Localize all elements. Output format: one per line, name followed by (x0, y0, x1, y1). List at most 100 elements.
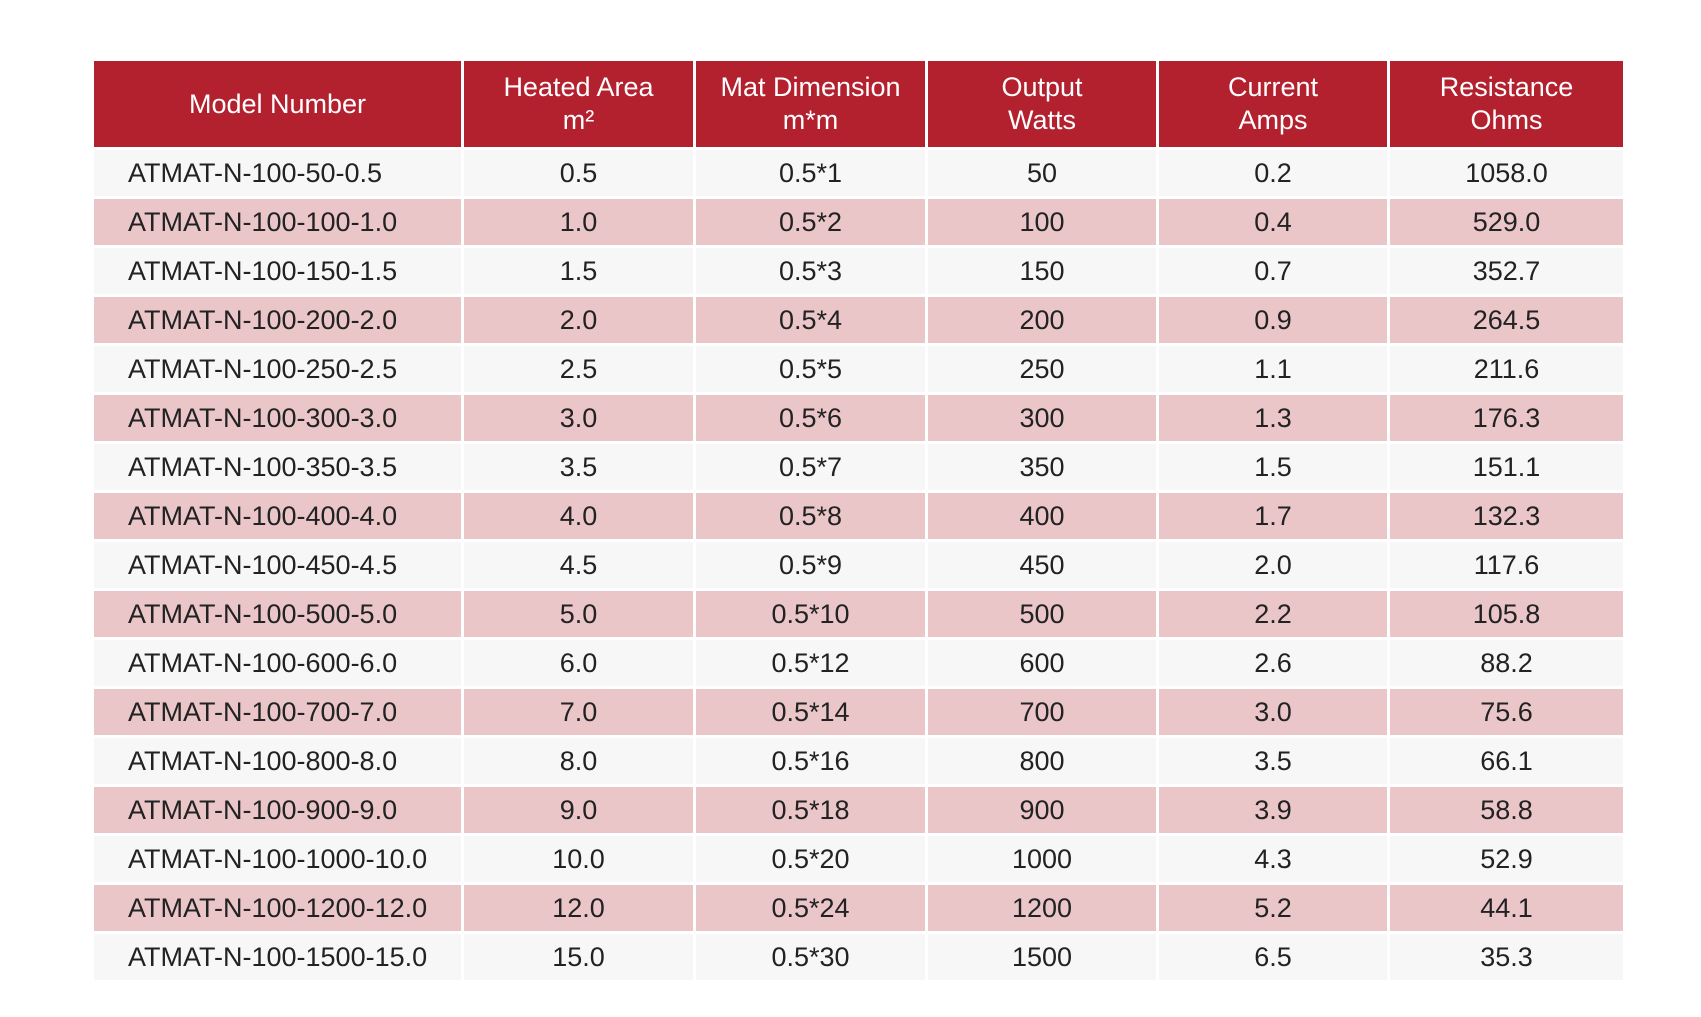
mat-dimension-cell: 0.5*14 (696, 689, 928, 738)
heated-area-cell: 8.0 (464, 738, 696, 787)
mat-dimension-cell: 0.5*7 (696, 444, 928, 493)
mat-dimension-cell: 0.5*24 (696, 885, 928, 934)
current-amps-cell: 0.9 (1159, 297, 1390, 346)
mat-dimension-cell: 0.5*16 (696, 738, 928, 787)
resistance-ohms-cell: 117.6 (1390, 542, 1623, 591)
table-row: ATMAT-N-100-250-2.5 2.5 0.5*5 250 1.1 211.6 (94, 346, 1623, 395)
table-row: ATMAT-N-100-300-3.0 3.0 0.5*6 300 1.3 176.3 (94, 395, 1623, 444)
resistance-ohms-cell: 352.7 (1390, 248, 1623, 297)
mat-dimension-cell: 0.5*3 (696, 248, 928, 297)
mat-dimension-cell: 0.5*2 (696, 199, 928, 248)
output-watts-cell: 800 (928, 738, 1159, 787)
header-unit: Watts (1007, 105, 1076, 135)
table-row: ATMAT-N-100-1500-15.0 15.0 0.5*30 1500 6.5 35… (94, 934, 1623, 980)
mat-dimension-cell: 0.5*30 (696, 934, 928, 980)
heated-area-cell: 4.5 (464, 542, 696, 591)
model-number-cell: ATMAT-N-100-450-4.5 (94, 542, 464, 591)
mat-dimension-cell: 0.5*18 (696, 787, 928, 836)
table-row: ATMAT-N-100-450-4.5 4.5 0.5*9 450 2.0 117.6 (94, 542, 1623, 591)
resistance-ohms-cell: 105.8 (1390, 591, 1623, 640)
model-number-cell: ATMAT-N-100-400-4.0 (94, 493, 464, 542)
table-row: ATMAT-N-100-600-6.0 6.0 0.5*12 600 2.6 88.2 (94, 640, 1623, 689)
model-number-cell: ATMAT-N-100-250-2.5 (94, 346, 464, 395)
mat-dimension-cell: 0.5*1 (696, 150, 928, 199)
heated-area-cell: 1.5 (464, 248, 696, 297)
model-number-cell: ATMAT-N-100-200-2.0 (94, 297, 464, 346)
header-mat-dimension: Mat Dimension m*m (696, 61, 928, 150)
resistance-ohms-cell: 52.9 (1390, 836, 1623, 885)
header-unit: Ohms (1470, 105, 1543, 135)
table-row: ATMAT-N-100-1000-10.0 10.0 0.5*20 1000 4.3 52… (94, 836, 1623, 885)
current-amps-cell: 0.7 (1159, 248, 1390, 297)
table-row: ATMAT-N-100-1200-12.0 12.0 0.5*24 1200 5.2 44… (94, 885, 1623, 934)
current-amps-cell: 0.2 (1159, 150, 1390, 199)
resistance-ohms-cell: 88.2 (1390, 640, 1623, 689)
table-row: ATMAT-N-100-200-2.0 2.0 0.5*4 200 0.9 264.5 (94, 297, 1623, 346)
output-watts-cell: 1000 (928, 836, 1159, 885)
current-amps-cell: 2.0 (1159, 542, 1390, 591)
header-model-number: Model Number (94, 61, 464, 150)
heated-area-cell: 1.0 (464, 199, 696, 248)
model-number-cell: ATMAT-N-100-300-3.0 (94, 395, 464, 444)
model-number-cell: ATMAT-N-100-1500-15.0 (94, 934, 464, 980)
resistance-ohms-cell: 44.1 (1390, 885, 1623, 934)
table-row: ATMAT-N-100-800-8.0 8.0 0.5*16 800 3.5 66.1 (94, 738, 1623, 787)
resistance-ohms-cell: 66.1 (1390, 738, 1623, 787)
header-label: Model Number (188, 88, 367, 119)
header-label: Output (1001, 72, 1083, 102)
heated-area-cell: 15.0 (464, 934, 696, 980)
resistance-ohms-cell: 1058.0 (1390, 150, 1623, 199)
header-unit: Amps (1238, 105, 1308, 135)
current-amps-cell: 6.5 (1159, 934, 1390, 980)
table-row: ATMAT-N-100-350-3.5 3.5 0.5*7 350 1.5 151.1 (94, 444, 1623, 493)
resistance-ohms-cell: 58.8 (1390, 787, 1623, 836)
mat-dimension-cell: 0.5*20 (696, 836, 928, 885)
resistance-ohms-cell: 35.3 (1390, 934, 1623, 980)
header-heated-area: Heated Area m² (464, 61, 696, 150)
header-output: Output Watts (928, 61, 1159, 150)
model-number-cell: ATMAT-N-100-150-1.5 (94, 248, 464, 297)
heated-area-cell: 2.5 (464, 346, 696, 395)
output-watts-cell: 200 (928, 297, 1159, 346)
model-number-cell: ATMAT-N-100-600-6.0 (94, 640, 464, 689)
model-number-cell: ATMAT-N-100-50-0.5 (94, 150, 464, 199)
current-amps-cell: 1.7 (1159, 493, 1390, 542)
mat-dimension-cell: 0.5*10 (696, 591, 928, 640)
resistance-ohms-cell: 176.3 (1390, 395, 1623, 444)
output-watts-cell: 1500 (928, 934, 1159, 980)
header-row: Model Number Heated Area m² Mat Dimensio… (94, 61, 1623, 150)
output-watts-cell: 700 (928, 689, 1159, 738)
table-row: ATMAT-N-100-500-5.0 5.0 0.5*10 500 2.2 105.8 (94, 591, 1623, 640)
current-amps-cell: 1.3 (1159, 395, 1390, 444)
output-watts-cell: 250 (928, 346, 1159, 395)
output-watts-cell: 150 (928, 248, 1159, 297)
heated-area-cell: 9.0 (464, 787, 696, 836)
heated-area-cell: 0.5 (464, 150, 696, 199)
model-number-cell: ATMAT-N-100-800-8.0 (94, 738, 464, 787)
header-label: Mat Dimension (720, 72, 901, 102)
heated-area-cell: 5.0 (464, 591, 696, 640)
output-watts-cell: 400 (928, 493, 1159, 542)
heated-area-cell: 3.5 (464, 444, 696, 493)
heated-area-cell: 7.0 (464, 689, 696, 738)
resistance-ohms-cell: 132.3 (1390, 493, 1623, 542)
output-watts-cell: 100 (928, 199, 1159, 248)
model-number-cell: ATMAT-N-100-350-3.5 (94, 444, 464, 493)
output-watts-cell: 450 (928, 542, 1159, 591)
model-number-cell: ATMAT-N-100-900-9.0 (94, 787, 464, 836)
model-number-cell: ATMAT-N-100-700-7.0 (94, 689, 464, 738)
table-row: ATMAT-N-100-50-0.5 0.5 0.5*1 50 0.2 1058.0 (94, 150, 1623, 199)
header-current: Current Amps (1159, 61, 1390, 150)
output-watts-cell: 1200 (928, 885, 1159, 934)
output-watts-cell: 500 (928, 591, 1159, 640)
table-header: Model Number Heated Area m² Mat Dimensio… (94, 61, 1623, 150)
header-label: Resistance (1439, 72, 1574, 102)
table-row: ATMAT-N-100-700-7.0 7.0 0.5*14 700 3.0 75.6 (94, 689, 1623, 738)
table-row: ATMAT-N-100-150-1.5 1.5 0.5*3 150 0.7 352.7 (94, 248, 1623, 297)
heated-area-cell: 12.0 (464, 885, 696, 934)
model-number-cell: ATMAT-N-100-500-5.0 (94, 591, 464, 640)
header-unit: m*m (782, 105, 839, 135)
heated-area-cell: 4.0 (464, 493, 696, 542)
mat-dimension-cell: 0.5*9 (696, 542, 928, 591)
current-amps-cell: 4.3 (1159, 836, 1390, 885)
